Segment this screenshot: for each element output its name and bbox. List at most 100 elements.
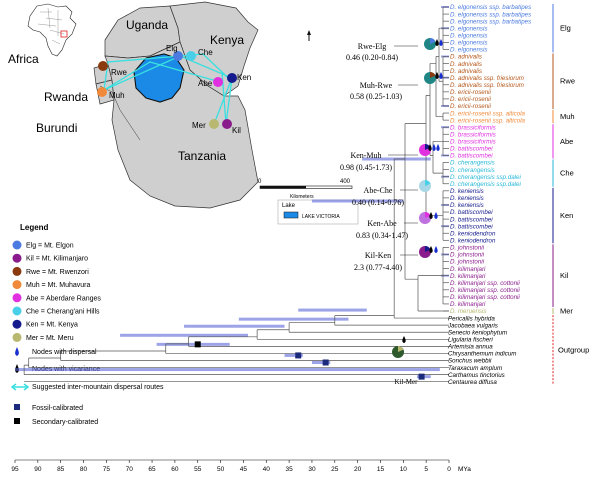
secondary-calibration-marker — [194, 341, 201, 348]
axis-tick-label: 55 — [194, 466, 202, 473]
tip-label: D. elgonensis — [450, 32, 488, 39]
fossil-calibration-marker — [418, 373, 425, 380]
hpd-bar — [238, 317, 349, 321]
pin-muh — [97, 87, 107, 97]
svg-text:Mer: Mer — [192, 121, 206, 130]
node-label-name: Muh-Rwe — [360, 81, 393, 90]
pin-abe — [213, 77, 223, 87]
legend-swatch — [12, 240, 22, 250]
country-label-tanzania: Tanzania — [178, 149, 226, 163]
vicariance-node-icon — [428, 144, 432, 151]
tip-label: D. keniensis — [450, 188, 484, 195]
axis-tick-label: 10 — [400, 466, 408, 473]
tip-label: Jacobaea vulgaris — [447, 322, 498, 329]
tip-label: D. keniodendron — [450, 230, 496, 237]
dispersal-node-icon — [434, 212, 438, 219]
node-labels: Rwe-Elg 0.46 (0.20-0.84) Muh-Rwe 0.58 (0.25… — [340, 42, 418, 386]
group-label: Rwe — [560, 77, 575, 86]
vicariance-node-icon — [435, 72, 439, 79]
tip-label: D. keniensis — [450, 202, 484, 209]
axis-tick-label: 5 — [424, 466, 428, 473]
legend-swatch — [12, 332, 22, 342]
tip-label: D. brassiciformis — [450, 124, 496, 131]
tip-label: D. elgonensis — [450, 40, 488, 47]
axis-tick-label: 60 — [171, 466, 179, 473]
tip-label: D. keniodendron — [450, 238, 496, 245]
tip-label: D. ericii-rosenii ssp. alticola — [450, 117, 526, 124]
africa-inset-outline — [27, 3, 77, 57]
hpd-bar — [156, 342, 230, 346]
africa-study-area-marker — [60, 30, 68, 38]
axis-tick-label: 15 — [377, 466, 385, 473]
tip-label: D. elgonensis ssp. barbatipes — [450, 4, 531, 11]
legend-panel: Legend Elg = Mt. Elgon Kil = Mt. Kilimanj… — [10, 223, 164, 426]
tip-label: D. keniensis — [450, 195, 484, 202]
node-label-name: Kil-Ken — [365, 251, 391, 260]
pin-elg — [173, 51, 183, 61]
country-label-rwanda: Rwanda — [44, 90, 88, 104]
tip-label: D. elgonensis ssp. barbatipes — [450, 11, 531, 18]
svg-text:Suggested inter-mountain dispe: Suggested inter-mountain dispersal route… — [32, 384, 164, 391]
group-brackets: Elg Rwe Muh Abe Che Ken Kil Mer Outgroup — [552, 4, 589, 385]
svg-text:Che: Che — [198, 48, 213, 57]
legend-symbols: Nodes with dispersal Nodes with vicarian… — [10, 347, 164, 426]
node-label-age: 0.58 (0.25-1.03) — [350, 92, 402, 101]
tip-label: Pericallis hybrida — [448, 315, 495, 322]
legend-swatch — [12, 319, 22, 329]
tip-label: D. elgonensis ssp. barbatipes — [450, 18, 531, 25]
svg-text:Muh: Muh — [109, 91, 125, 100]
svg-text:0: 0 — [258, 179, 262, 185]
legend-item-label: Elg = Mt. Elgon — [26, 243, 74, 250]
fossil-calibration-marker — [295, 352, 302, 359]
legend-item-label: Abe = Aberdare Ranges — [26, 295, 101, 302]
legend-title: Legend — [20, 223, 49, 232]
axis-tick-label: 40 — [263, 466, 271, 473]
country-label-uganda: Uganda — [126, 18, 168, 32]
time-axis: 95 90 85 80 75 70 65 60 55 50 45 40 35 30 25 20 15 10 5 0 MY… — [11, 459, 471, 473]
pin-kil — [222, 119, 232, 129]
tip-label: Artemisia annua — [447, 344, 493, 351]
svg-text:Kil: Kil — [232, 126, 241, 135]
north-arrow — [307, 30, 311, 41]
tip-label: D. kilimanjari — [450, 301, 486, 308]
node-label-name: Kil-Mer — [395, 378, 419, 386]
node-label-age: 0.98 (0.45-1.73) — [340, 163, 392, 172]
tip-label: D. cherangensis ssp.dalei — [450, 181, 521, 188]
group-label: Che — [560, 169, 574, 178]
node-label-age: 0.83 (0.34-1.47) — [356, 231, 408, 240]
node-label-age: 0.40 (0.14-0.76) — [352, 198, 404, 207]
axis-tick-label: 85 — [57, 466, 65, 473]
tip-label: D. adnivalis ssp. friesiorum — [450, 82, 524, 89]
axis-tick-label: 20 — [354, 466, 362, 473]
tip-label: D. battiscombei — [450, 223, 493, 230]
axis-tick-label: 70 — [126, 466, 134, 473]
svg-text:Kilometers: Kilometers — [290, 194, 314, 200]
group-label: Elg — [560, 24, 571, 33]
dispersal-node-icon — [434, 246, 438, 253]
svg-text:Lake: Lake — [282, 203, 296, 209]
svg-text:Abe: Abe — [198, 79, 213, 88]
dispersal-node-icon — [436, 144, 440, 151]
dispersal-node-icon — [15, 347, 19, 356]
tip-label: D. kilimanjari ssp. cottonii — [450, 294, 520, 301]
tip-label: D. adnivalis ssp. friesiorum — [450, 75, 524, 82]
group-label: Kil — [560, 271, 569, 280]
hpd-bar — [311, 361, 331, 364]
svg-text:Elg: Elg — [166, 44, 178, 53]
tip-label: D. ericii-rosenii — [450, 103, 492, 110]
legend-swatch — [12, 280, 22, 290]
tip-label: D. elgonensis — [450, 25, 488, 32]
hpd-bar — [298, 308, 367, 312]
node-label-name: Rwe-Elg — [358, 42, 386, 51]
country-label-burundi: Burundi — [36, 121, 77, 135]
mountain-labels: Elg Che Rwe Abe Ken Muh Mer Kil — [109, 44, 251, 135]
tip-label: D. johnstonii — [450, 245, 485, 252]
tip-label: D. ericii-rosenii — [450, 96, 492, 103]
tip-label: Senecio keniophytum — [448, 329, 507, 336]
africa-label: Africa — [8, 52, 39, 66]
tip-label: D. cherangensis — [450, 160, 495, 167]
legend-swatch — [12, 293, 22, 303]
axis-tick-label: 90 — [34, 466, 42, 473]
tip-label: D. battiscombei — [450, 216, 493, 223]
tip-label: D. brassiciformis — [450, 131, 496, 138]
